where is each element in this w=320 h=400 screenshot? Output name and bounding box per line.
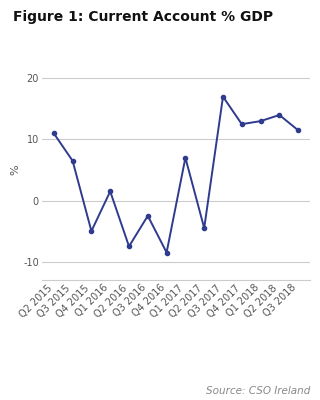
Current Account: [296, 128, 300, 133]
Current Account: [277, 113, 281, 118]
Y-axis label: %: %: [10, 165, 20, 175]
Current Account: [127, 244, 131, 249]
Current Account: [108, 189, 112, 194]
Current Account: [90, 229, 93, 234]
Current Account: [165, 250, 169, 255]
Current Account: [52, 131, 56, 136]
Current Account: [240, 122, 244, 126]
Line: Current Account: Current Account: [52, 94, 300, 254]
Current Account: [221, 94, 225, 99]
Current Account: [259, 119, 262, 124]
Text: Source: CSO Ireland: Source: CSO Ireland: [206, 386, 310, 396]
Current Account: [146, 214, 150, 218]
Text: Figure 1: Current Account % GDP: Figure 1: Current Account % GDP: [13, 10, 273, 24]
Current Account: [202, 226, 206, 230]
Current Account: [183, 155, 187, 160]
Current Account: [71, 158, 75, 163]
